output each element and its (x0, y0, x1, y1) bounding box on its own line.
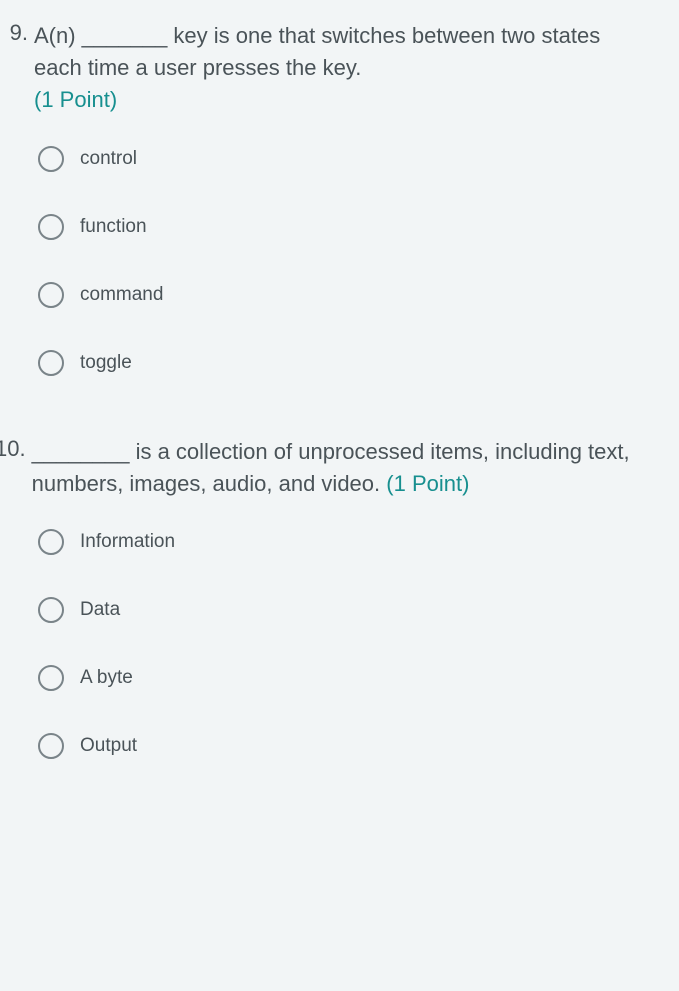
radio-icon (38, 529, 64, 555)
option-label: control (80, 148, 137, 170)
radio-icon (38, 146, 64, 172)
question-text: A(n) _______ key is one that switches be… (34, 20, 649, 116)
radio-icon (38, 214, 64, 240)
question-10: 10. ________ is a collection of unproces… (0, 436, 649, 760)
option-toggle[interactable]: toggle (38, 350, 649, 376)
question-text: ________ is a collection of unprocessed … (32, 436, 649, 500)
option-label: Information (80, 531, 175, 553)
option-data[interactable]: Data (38, 597, 649, 623)
question-points: (1 Point) (386, 471, 469, 496)
radio-icon (38, 665, 64, 691)
option-label: Data (80, 599, 120, 621)
option-label: toggle (80, 352, 132, 374)
option-output[interactable]: Output (38, 733, 649, 759)
option-information[interactable]: Information (38, 529, 649, 555)
option-command[interactable]: command (38, 282, 649, 308)
question-text-content: A(n) _______ key is one that switches be… (34, 23, 600, 80)
question-header: 10. ________ is a collection of unproces… (0, 436, 649, 500)
question-9: 9. A(n) _______ key is one that switches… (0, 20, 649, 376)
option-label: A byte (80, 667, 133, 689)
option-a-byte[interactable]: A byte (38, 665, 649, 691)
question-header: 9. A(n) _______ key is one that switches… (0, 20, 649, 116)
question-number: 10. (0, 436, 26, 462)
question-text-content: ________ is a collection of unprocessed … (32, 439, 630, 496)
option-label: command (80, 284, 163, 306)
option-label: function (80, 216, 147, 238)
option-function[interactable]: function (38, 214, 649, 240)
options-list: Information Data A byte Output (0, 529, 649, 759)
question-number: 9. (0, 20, 28, 46)
option-label: Output (80, 735, 137, 757)
radio-icon (38, 350, 64, 376)
radio-icon (38, 733, 64, 759)
question-points: (1 Point) (34, 87, 117, 112)
radio-icon (38, 597, 64, 623)
options-list: control function command toggle (0, 146, 649, 376)
option-control[interactable]: control (38, 146, 649, 172)
radio-icon (38, 282, 64, 308)
